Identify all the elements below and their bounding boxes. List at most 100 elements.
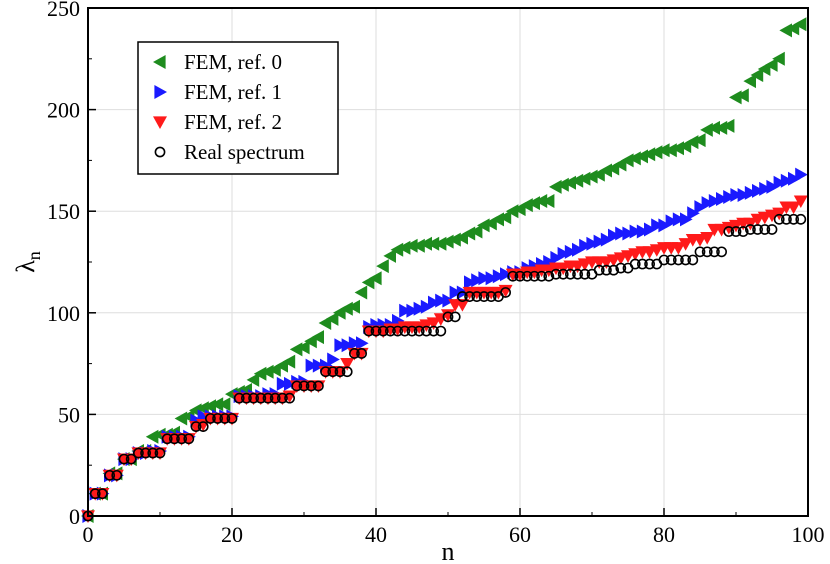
data-point [89, 488, 101, 500]
data-point [701, 246, 713, 258]
data-point [442, 293, 455, 308]
data-point [240, 392, 252, 404]
data-point [498, 210, 512, 225]
data-point [140, 447, 151, 459]
data-point [505, 204, 519, 219]
data-point [176, 433, 187, 445]
data-point [298, 380, 310, 392]
data-point [601, 264, 612, 276]
data-point [737, 187, 751, 202]
data-point [269, 392, 281, 404]
data-point [635, 149, 648, 164]
data-point [210, 397, 224, 412]
data-point [154, 447, 166, 459]
data-point [651, 218, 664, 233]
data-point [348, 348, 360, 359]
data-point [744, 185, 758, 200]
data-point [593, 234, 607, 249]
x-axis-label: n [442, 537, 455, 564]
data-point [629, 224, 643, 239]
data-point [311, 330, 324, 345]
x-tick-label: 20 [221, 522, 243, 547]
data-point [608, 264, 619, 276]
data-point [341, 338, 355, 353]
data-point [491, 212, 504, 227]
data-point [665, 214, 679, 229]
data-point [413, 301, 427, 316]
data-point [340, 358, 355, 371]
data-point [716, 246, 727, 258]
data-point [750, 68, 764, 83]
data-point [183, 433, 195, 445]
data-point [383, 248, 396, 263]
data-point [104, 469, 115, 481]
data-point [498, 284, 513, 298]
data-point [565, 268, 576, 280]
data-point [557, 268, 569, 280]
data-point [347, 299, 360, 314]
data-point [284, 392, 295, 404]
data-point [644, 222, 657, 237]
data-point [282, 354, 296, 369]
data-point [694, 246, 706, 258]
data-point [658, 254, 670, 266]
data-point [262, 392, 274, 404]
data-point [334, 366, 346, 378]
data-point [168, 433, 180, 445]
data-point [636, 224, 650, 239]
data-point [485, 291, 497, 302]
data-point [707, 120, 720, 135]
data-point [276, 376, 290, 391]
data-point [534, 194, 548, 209]
data-point [644, 258, 655, 270]
data-point [700, 232, 715, 245]
data-point [678, 238, 693, 251]
data-point [449, 311, 461, 323]
data-point [786, 201, 801, 215]
data-point [765, 57, 778, 72]
data-point [282, 390, 297, 404]
data-point [325, 311, 339, 326]
data-point [399, 325, 411, 337]
data-point [586, 236, 599, 251]
legend: FEM, ref. 0 FEM, ref. 1 FEM, ref. 2 Real sp… [137, 41, 339, 175]
data-point [599, 163, 612, 178]
data-point [664, 143, 677, 158]
data-point [550, 250, 563, 265]
data-point [608, 228, 621, 243]
data-point [248, 392, 259, 404]
data-point [585, 169, 598, 184]
data-point [370, 325, 382, 337]
data-point [572, 268, 583, 280]
data-point [549, 179, 562, 194]
data-point [392, 325, 403, 337]
data-point [435, 293, 448, 308]
y-tick-label: 0 [69, 504, 80, 529]
data-point [788, 213, 799, 225]
data-point [426, 317, 441, 330]
data-point [433, 313, 448, 326]
data-point [708, 194, 722, 209]
data-point [723, 226, 735, 237]
data-point [363, 325, 375, 337]
data-point [132, 447, 144, 459]
data-point [687, 254, 699, 266]
data-point [701, 196, 715, 211]
data-point [441, 309, 455, 322]
legend-marker [153, 55, 166, 69]
y-tick-label: 100 [47, 301, 80, 326]
data-point [730, 226, 742, 237]
data-point [680, 254, 691, 266]
data-point [390, 242, 404, 257]
y-tick-label: 150 [47, 199, 80, 224]
data-point [507, 270, 519, 282]
data-point [550, 268, 562, 280]
data-point [752, 224, 763, 235]
data-point [672, 212, 686, 227]
data-point [125, 453, 137, 465]
data-point [737, 226, 749, 237]
data-point [773, 175, 787, 190]
data-point [700, 122, 713, 137]
data-point [456, 291, 468, 302]
